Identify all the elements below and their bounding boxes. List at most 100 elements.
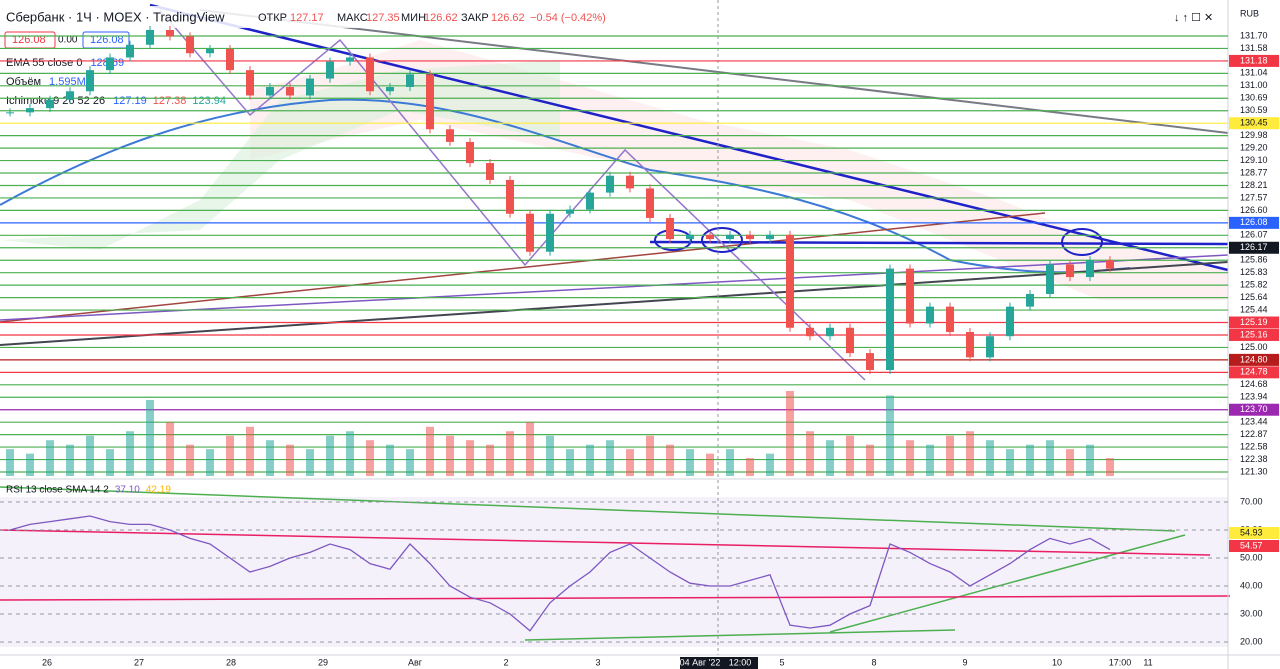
candle bbox=[1006, 306, 1014, 337]
candle bbox=[246, 70, 254, 96]
volume-bar bbox=[386, 444, 394, 476]
volume-bar bbox=[126, 431, 134, 476]
ohlc-value: 126.62 bbox=[491, 12, 525, 24]
price-label: 128.77 bbox=[1240, 167, 1268, 177]
price-label: 128.21 bbox=[1240, 180, 1268, 190]
volume-bar bbox=[766, 453, 774, 476]
trend-line bbox=[199, 9, 1229, 134]
volume-bar bbox=[926, 444, 934, 476]
candle bbox=[706, 234, 714, 240]
price-label: 125.16 bbox=[1240, 329, 1268, 339]
candle bbox=[346, 57, 354, 62]
price-label: 125.00 bbox=[1240, 342, 1268, 352]
volume-bar bbox=[486, 444, 494, 476]
time-label: 10 bbox=[1052, 657, 1062, 667]
volume-bar bbox=[1106, 458, 1114, 476]
volume-bar bbox=[1046, 440, 1054, 476]
candle bbox=[846, 327, 854, 354]
time-label: 2 bbox=[503, 657, 508, 667]
volume-bar bbox=[86, 435, 94, 476]
volume-bar bbox=[106, 449, 114, 476]
header-bg bbox=[0, 6, 600, 28]
candle bbox=[66, 91, 74, 100]
candle bbox=[286, 87, 294, 96]
price-badge bbox=[1229, 353, 1279, 366]
rsi-value: 37.10 bbox=[115, 485, 140, 496]
crosshair-badge bbox=[680, 657, 758, 669]
volume-bar bbox=[206, 449, 214, 476]
ohlc-label: МИН bbox=[401, 12, 426, 24]
price-label: 125.44 bbox=[1240, 304, 1268, 314]
candle bbox=[986, 336, 994, 358]
candle bbox=[766, 234, 774, 240]
candle bbox=[886, 268, 894, 370]
ohlc-value: 127.35 bbox=[366, 12, 400, 24]
candle bbox=[526, 213, 534, 252]
volume-bar bbox=[946, 435, 954, 476]
price-label: 130.69 bbox=[1240, 93, 1268, 103]
indicator-value: 127.19 bbox=[113, 95, 147, 107]
volume-bar bbox=[1026, 444, 1034, 476]
price-badge bbox=[1229, 403, 1279, 416]
candle bbox=[446, 129, 454, 142]
volume-bar bbox=[66, 444, 74, 476]
price-label: 125.82 bbox=[1240, 280, 1268, 290]
time-label: 12:00 bbox=[729, 657, 752, 667]
time-label: 11 bbox=[1143, 657, 1152, 667]
rsi-tick-label: 50.00 bbox=[1240, 552, 1263, 562]
time-label: 28 bbox=[226, 657, 236, 667]
price-label: 125.19 bbox=[1240, 317, 1268, 327]
price-label: 123.70 bbox=[1240, 404, 1268, 414]
price-label: 122.58 bbox=[1240, 441, 1268, 451]
price-label: 121.30 bbox=[1240, 466, 1268, 476]
volume-bar bbox=[606, 440, 614, 476]
candle bbox=[386, 87, 394, 92]
candle bbox=[406, 74, 414, 88]
volume-bar bbox=[546, 435, 554, 476]
rsi-badge bbox=[1229, 527, 1279, 539]
price-label: 129.98 bbox=[1240, 130, 1268, 140]
rsi-trend bbox=[0, 529, 1211, 556]
volume-bar bbox=[326, 435, 334, 476]
candle bbox=[806, 327, 814, 337]
ohlc-label: ЗАКР bbox=[461, 12, 489, 24]
volume-bar bbox=[406, 449, 414, 476]
volume-bar bbox=[646, 435, 654, 476]
rsi-band bbox=[0, 497, 1228, 647]
time-label: 27 bbox=[134, 657, 144, 667]
candle bbox=[906, 268, 914, 324]
ask: 126.08 bbox=[90, 34, 124, 46]
rsi-trend bbox=[829, 534, 1186, 633]
hand-circle bbox=[701, 227, 743, 253]
price-label: 131.18 bbox=[1240, 55, 1268, 65]
time-label: 04 Авг '22 bbox=[680, 657, 721, 667]
volume-bar bbox=[426, 426, 434, 476]
currency[interactable]: RUB bbox=[1240, 8, 1259, 18]
time-label: 17:00 bbox=[1109, 657, 1132, 667]
volume-bar bbox=[566, 449, 574, 476]
volume-bar bbox=[886, 395, 894, 476]
price-label: 126.17 bbox=[1240, 242, 1268, 252]
volume-bar bbox=[706, 453, 714, 476]
volume-bar bbox=[666, 444, 674, 476]
price-badge bbox=[1229, 117, 1279, 130]
candle bbox=[326, 61, 334, 79]
candle bbox=[966, 331, 974, 358]
price-label: 124.80 bbox=[1240, 354, 1268, 364]
price-axis: 131.70 131.58 131.18 131.04 131.00 130.69 130.… bbox=[0, 30, 1279, 476]
volume-bar bbox=[746, 458, 754, 476]
indicator-name: EMA 55 close 0 bbox=[6, 57, 82, 69]
candle bbox=[266, 87, 274, 96]
price-label: 122.38 bbox=[1240, 454, 1268, 464]
ohlc-value: 127.17 bbox=[290, 12, 324, 24]
ichimoku-cloud-green bbox=[0, 60, 560, 250]
trend-line bbox=[0, 254, 1229, 321]
volume-bar bbox=[366, 440, 374, 476]
ohlc-label: МАКС bbox=[337, 12, 368, 24]
price-label: 125.86 bbox=[1240, 255, 1268, 265]
candle bbox=[726, 234, 734, 240]
candle bbox=[226, 49, 234, 71]
toolbar-icons[interactable]: ↓ ↑ ☐ ✕ bbox=[1174, 12, 1213, 24]
volume-bar bbox=[906, 440, 914, 476]
candle bbox=[6, 112, 14, 114]
